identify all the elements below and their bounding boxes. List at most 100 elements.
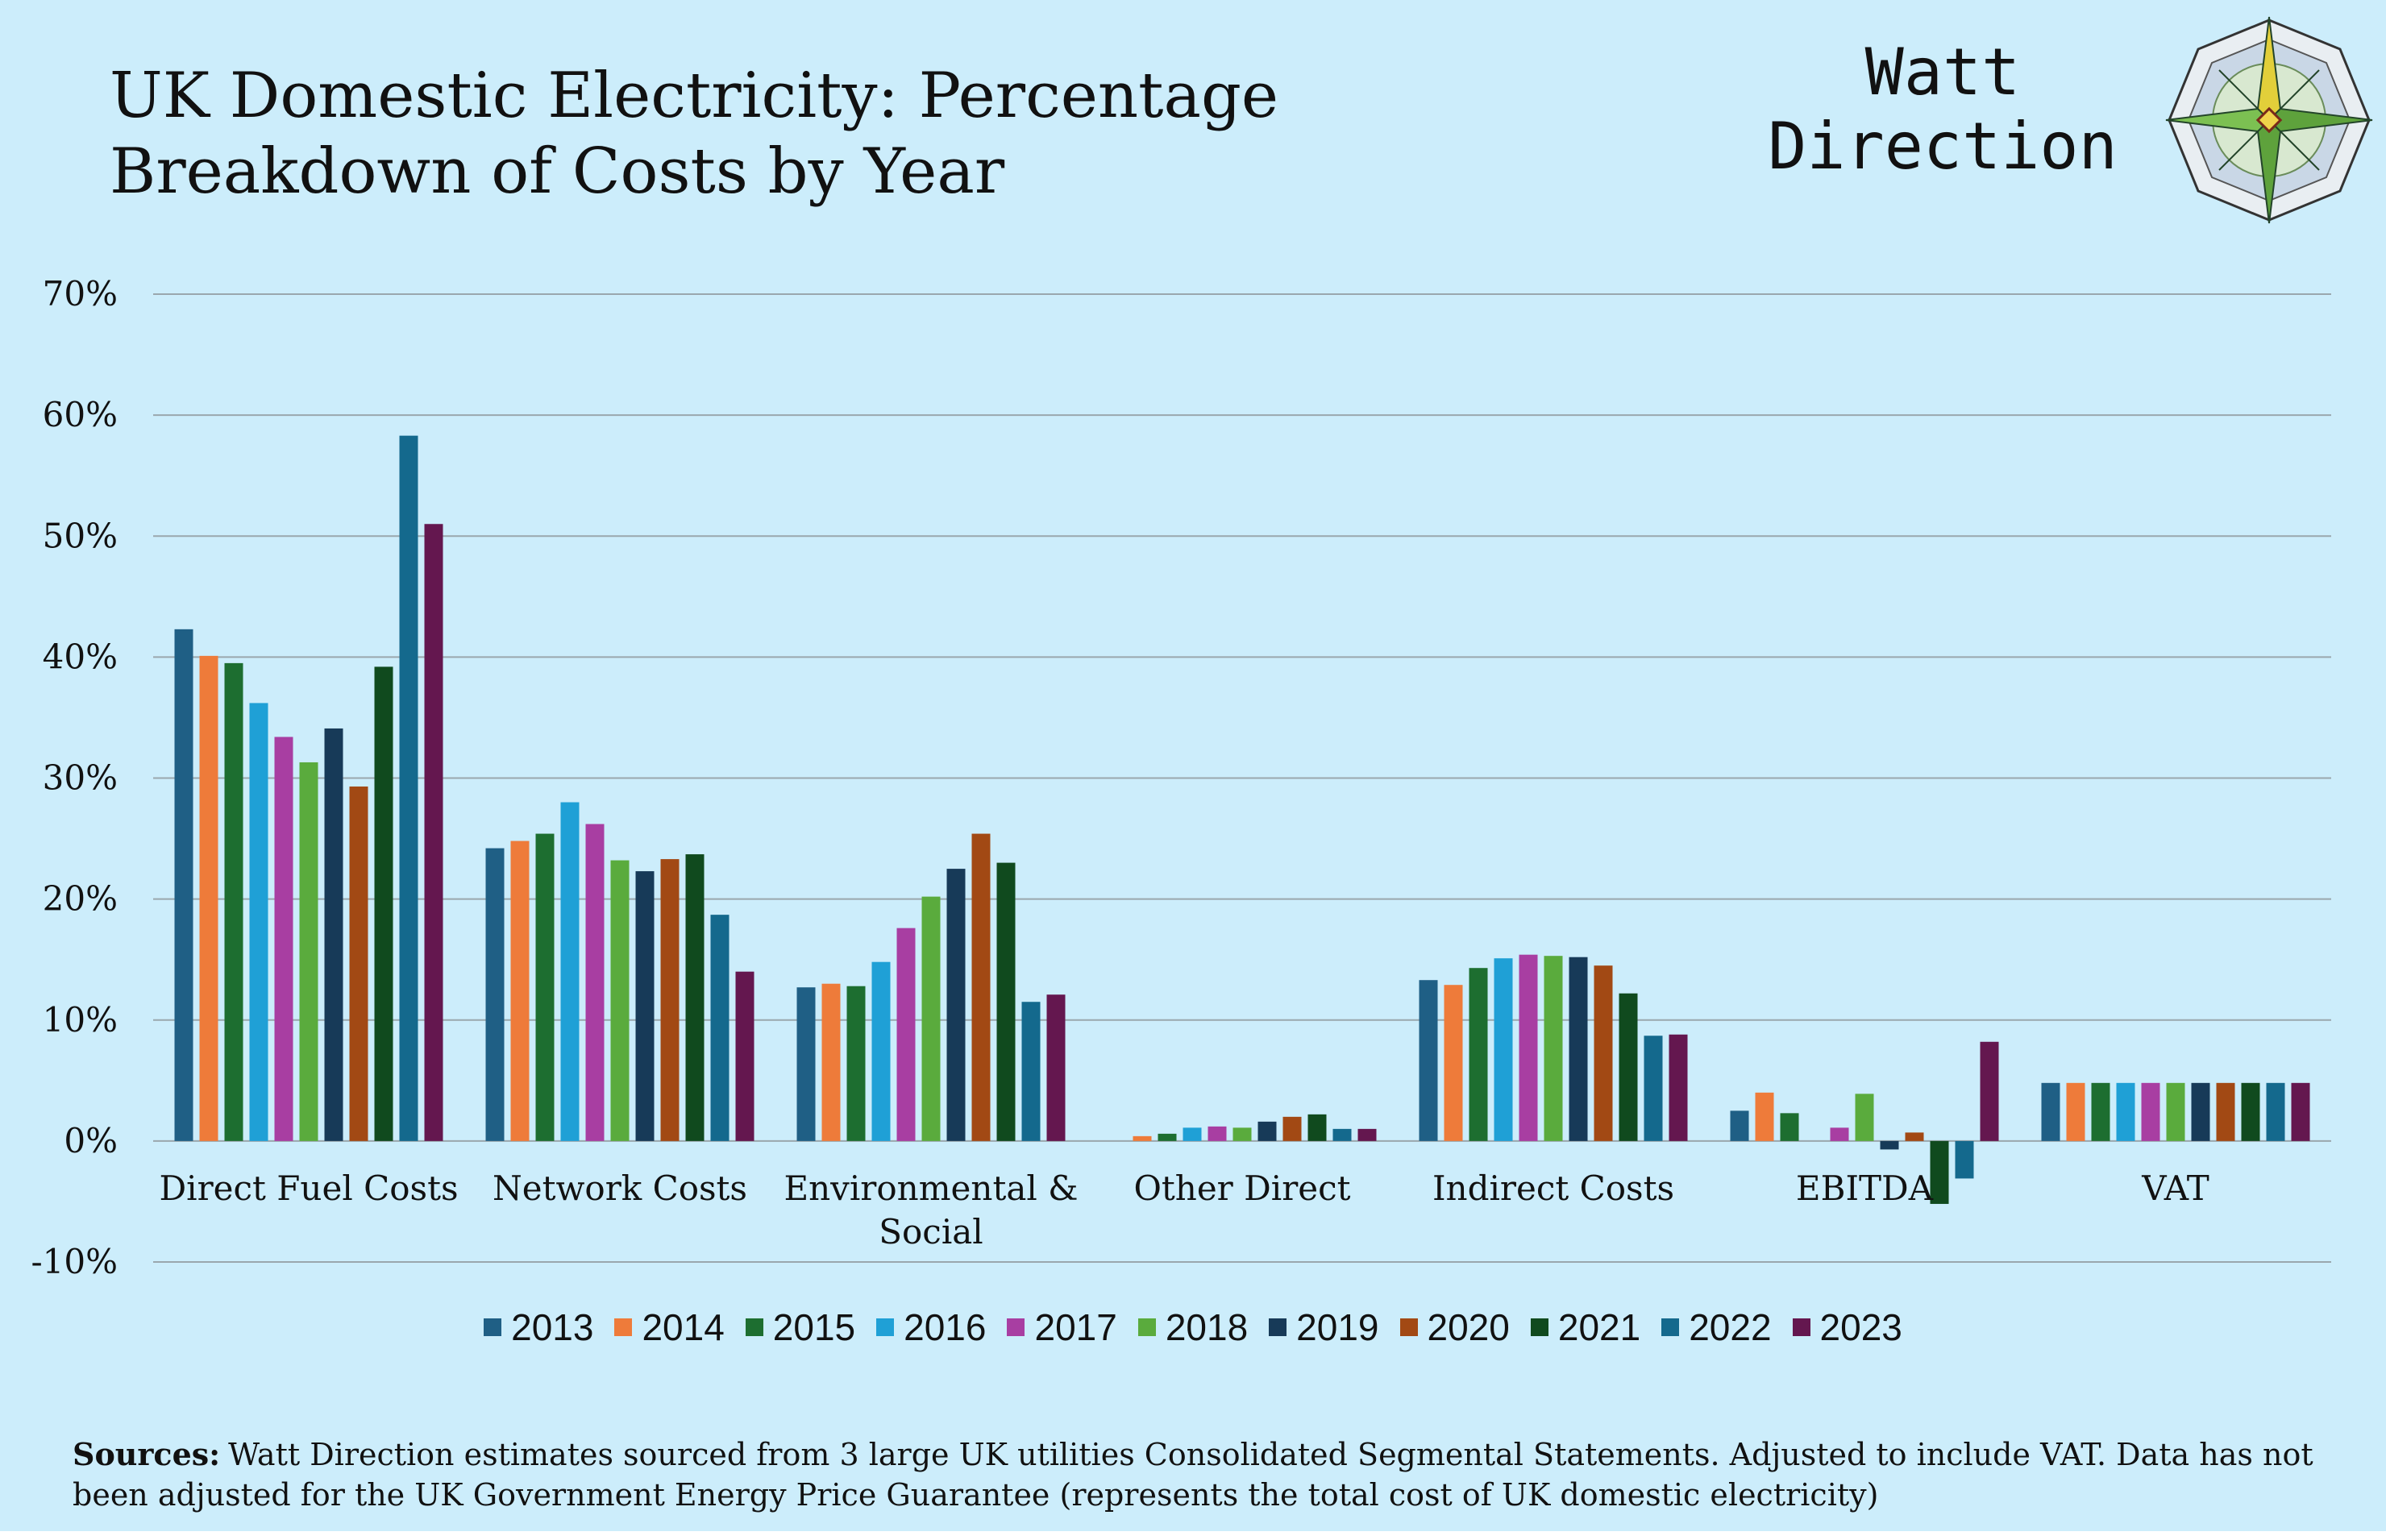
- bar-2020: [1594, 965, 1613, 1141]
- bar-2015: [1780, 1113, 1799, 1141]
- y-tick-label: 40%: [43, 637, 118, 676]
- legend: 2013 2014 2015 2016 2017 2018 2019 2020 2021 2022…: [0, 1305, 2386, 1349]
- bar-2015: [2091, 1082, 2110, 1141]
- y-tick-label: -10%: [31, 1242, 118, 1281]
- bar-2023: [1669, 1034, 1688, 1141]
- bar-2018: [610, 860, 630, 1141]
- bar-2013: [2041, 1082, 2060, 1141]
- legend-label: 2014: [642, 1306, 725, 1348]
- bar-2019: [635, 871, 655, 1141]
- legend-swatch: [1530, 1318, 1548, 1336]
- bar-2022: [399, 435, 418, 1141]
- legend-swatch: [1269, 1318, 1287, 1336]
- x-category-label: Social: [879, 1212, 983, 1252]
- bar-2017: [585, 824, 605, 1141]
- brand-name-line-2: Direction: [1768, 109, 2118, 184]
- bar-2023: [424, 524, 443, 1141]
- y-axis-tick-labels: -10% 0% 10% 20% 30% 40% 50% 60% 70%: [31, 274, 118, 1281]
- bar-2021: [374, 666, 393, 1141]
- bar-2022: [1332, 1128, 1352, 1141]
- bar-2014: [1133, 1135, 1152, 1141]
- bar-2015: [535, 833, 555, 1141]
- sources-text: Watt Direction estimates sourced from 3 …: [73, 1437, 2313, 1513]
- bar-2020: [660, 859, 680, 1141]
- bar-2016: [1183, 1127, 1202, 1141]
- legend-label: 2022: [1689, 1306, 1772, 1348]
- chart-title: UK Domestic Electricity: Percentage Brea…: [110, 58, 1480, 210]
- chart-title-line-1: UK Domestic Electricity: Percentage: [110, 60, 1279, 132]
- legend-swatch: [1661, 1318, 1680, 1336]
- brand-name: Watt Direction: [1733, 35, 2152, 184]
- bar-2020: [1282, 1116, 1302, 1141]
- bar-2018: [1855, 1094, 1874, 1141]
- legend-label: 2020: [1427, 1306, 1510, 1348]
- bar-2021: [2241, 1082, 2260, 1141]
- bar-2014: [510, 841, 530, 1141]
- bar-2017: [274, 737, 293, 1141]
- bar-2014: [2066, 1082, 2085, 1141]
- bar-2015: [224, 662, 243, 1141]
- sources-label: Sources:: [73, 1436, 221, 1472]
- bar-2013: [796, 987, 816, 1141]
- bar-2023: [1357, 1128, 1377, 1141]
- legend-item: 2019: [1269, 1305, 1379, 1349]
- bar-2021: [996, 862, 1016, 1141]
- bar-2014: [821, 983, 841, 1141]
- legend-label: 2017: [1034, 1306, 1117, 1348]
- bar-2019: [946, 869, 966, 1141]
- legend-label: 2019: [1296, 1306, 1379, 1348]
- bar-2020: [971, 833, 991, 1141]
- x-category-label: Environmental &: [784, 1168, 1078, 1208]
- bar-2017: [2141, 1082, 2160, 1141]
- legend-item: 2016: [876, 1305, 986, 1349]
- bar-2015: [1158, 1133, 1177, 1141]
- bar-2018: [1544, 956, 1563, 1141]
- y-tick-label: 30%: [43, 758, 118, 798]
- bar-2017: [1830, 1127, 1849, 1141]
- y-tick-label: 10%: [43, 1000, 118, 1040]
- x-category-label: Direct Fuel Costs: [159, 1168, 458, 1208]
- bar-2016: [249, 703, 268, 1141]
- legend-swatch: [1792, 1318, 1810, 1336]
- bar-2022: [1955, 1140, 1974, 1179]
- bar-2014: [199, 655, 218, 1141]
- bar-2018: [299, 762, 318, 1141]
- bar-2018: [921, 896, 941, 1141]
- bar-2013: [174, 629, 193, 1141]
- bar-2017: [1208, 1126, 1227, 1141]
- bar-2020: [2216, 1082, 2235, 1141]
- x-category-label: Indirect Costs: [1432, 1168, 1674, 1208]
- bar-2018: [1232, 1127, 1252, 1141]
- legend-item: 2014: [614, 1305, 725, 1349]
- bar-2016: [871, 961, 891, 1141]
- legend-item: 2015: [745, 1305, 855, 1349]
- legend-swatch: [1137, 1318, 1156, 1336]
- x-axis-category-labels: Direct Fuel Costs Network Costs Environmen…: [159, 1168, 2209, 1252]
- bar-2019: [324, 728, 343, 1141]
- bar-2014: [1755, 1092, 1774, 1141]
- y-tick-label: 60%: [43, 395, 118, 434]
- y-tick-label: 70%: [43, 274, 118, 313]
- bars: [174, 435, 2310, 1204]
- bar-2014: [1444, 985, 1463, 1141]
- bar-2013: [485, 848, 505, 1141]
- legend-label: 2018: [1165, 1306, 1249, 1348]
- y-tick-label: 20%: [43, 879, 118, 919]
- legend-item: 2022: [1661, 1305, 1772, 1349]
- legend-label: 2021: [1557, 1306, 1641, 1348]
- bar-2019: [1257, 1121, 1277, 1141]
- bar-2021: [1307, 1114, 1327, 1141]
- bar-2022: [1644, 1036, 1663, 1141]
- bar-2016: [1494, 958, 1513, 1141]
- y-tick-label: 50%: [43, 516, 118, 555]
- legend-label: 2023: [1819, 1306, 1902, 1348]
- bar-2023: [2291, 1082, 2310, 1141]
- legend-swatch: [876, 1318, 895, 1336]
- bar-2015: [1469, 968, 1488, 1141]
- bar-2021: [685, 854, 705, 1141]
- bar-2020: [1905, 1132, 1924, 1141]
- bar-2019: [1880, 1140, 1899, 1150]
- brand-name-line-1: Watt: [1864, 35, 2021, 110]
- chart-title-line-2: Breakdown of Costs by Year: [110, 135, 1005, 208]
